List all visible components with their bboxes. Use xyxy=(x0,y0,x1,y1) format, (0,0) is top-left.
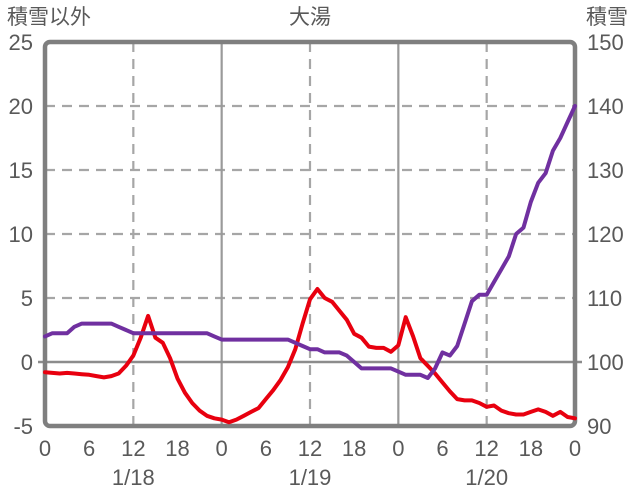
x-axis-tick-label: 18 xyxy=(519,436,543,461)
chart-title: 大湯 xyxy=(289,6,331,29)
right-axis-tick-label: 140 xyxy=(587,94,624,119)
left-axis-tick-label: 20 xyxy=(9,94,33,119)
x-axis-tick-label: 6 xyxy=(260,436,272,461)
left-axis-tick-label: 10 xyxy=(9,222,33,247)
right-axis-tick-label: 150 xyxy=(587,30,624,55)
right-axis-tick-label: 100 xyxy=(587,350,624,375)
left-axis-tick-label: 0 xyxy=(21,350,33,375)
x-axis-tick-label: 0 xyxy=(216,436,228,461)
x-axis-tick-label: 18 xyxy=(342,436,366,461)
x-axis-tick-label: 0 xyxy=(392,436,404,461)
series xyxy=(43,104,577,425)
x-axis-tick-label: 12 xyxy=(474,436,498,461)
plot-border xyxy=(42,39,578,429)
x-axis-date-label: 1/18 xyxy=(112,465,155,490)
right-axis-tick-label: 110 xyxy=(587,286,622,311)
x-axis-tick-label: 0 xyxy=(39,436,51,461)
right-axis-tick-label: 130 xyxy=(587,158,624,183)
left-axis-tick-label: 25 xyxy=(9,30,33,55)
right-axis-tick-label: 90 xyxy=(587,414,611,439)
series-line-right-axis xyxy=(43,104,577,380)
x-axis-date-label: 1/20 xyxy=(465,465,508,490)
right-axis-title: 積雪 xyxy=(586,6,628,29)
right-axis-tick-label: 120 xyxy=(587,222,624,247)
x-axis-tick-label: 12 xyxy=(298,436,322,461)
x-axis-date-label: 1/19 xyxy=(289,465,332,490)
x-axis-tick-label: 18 xyxy=(165,436,189,461)
x-axis-tick-label: 12 xyxy=(121,436,145,461)
left-axis-title: 積雪以外 xyxy=(7,6,91,29)
x-axis-tick-label: 6 xyxy=(436,436,448,461)
gridlines xyxy=(38,42,582,426)
left-axis-tick-label: 15 xyxy=(9,158,33,183)
x-axis-tick-label: 6 xyxy=(83,436,95,461)
series-line-left-axis xyxy=(43,287,577,425)
left-axis-tick-label: 5 xyxy=(21,286,33,311)
x-axis-tick-label: 0 xyxy=(569,436,581,461)
left-axis-tick-label: -5 xyxy=(13,414,33,439)
